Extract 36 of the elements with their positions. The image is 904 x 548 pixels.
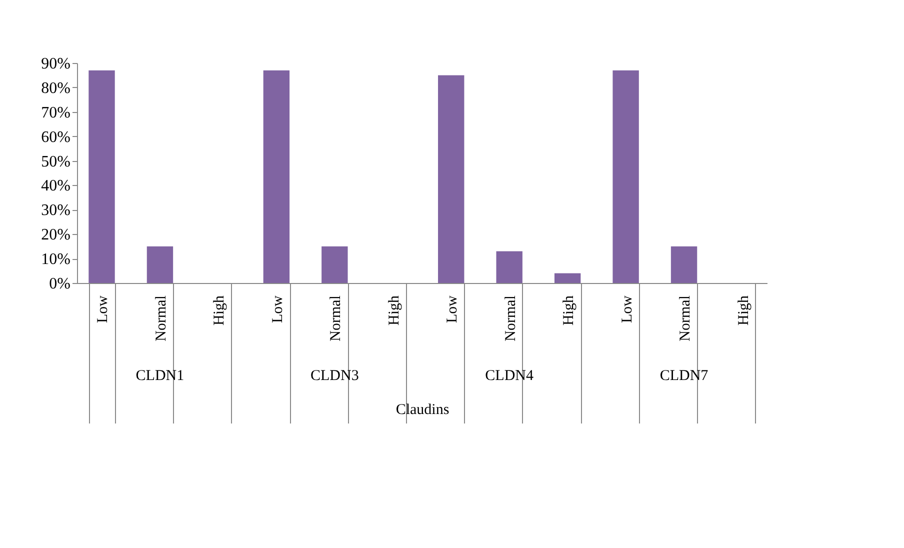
bar xyxy=(88,70,115,283)
bar xyxy=(496,251,522,283)
x-tick-label: Low xyxy=(270,295,286,323)
y-tick-label: 70% xyxy=(41,104,70,122)
y-tick-label: 80% xyxy=(41,80,70,97)
y-tick-label: 40% xyxy=(41,178,70,195)
x-tick-label: Normal xyxy=(678,296,694,342)
x-axis-title: Claudins xyxy=(396,402,450,418)
bar xyxy=(670,246,698,283)
x-tick-label: High xyxy=(561,295,578,326)
x-tick-label: High xyxy=(386,295,402,326)
x-tick-label: Normal xyxy=(328,296,344,342)
x-tick-label: Normal xyxy=(502,296,519,342)
text: CLDN1 xyxy=(136,368,184,384)
x-tick-label: Low xyxy=(95,295,112,323)
x-tick-label: High xyxy=(736,295,752,326)
bar xyxy=(438,75,464,283)
text: CLDN3 xyxy=(310,368,359,384)
y-tick-label: 60% xyxy=(41,128,70,146)
y-tick-label: 10% xyxy=(41,251,70,268)
y-tick-label: 50% xyxy=(41,153,70,170)
bar xyxy=(146,246,174,283)
y-tick-label: 90% xyxy=(41,56,70,72)
text: CLDN4 xyxy=(485,368,534,384)
x-tick-label: Normal xyxy=(153,296,170,342)
y-tick-label: 20% xyxy=(41,226,70,244)
y-tick-label: 0% xyxy=(49,276,70,292)
x-tick-label: Low xyxy=(619,295,636,323)
bar xyxy=(263,70,290,283)
bar xyxy=(554,273,581,283)
y-tick-label: 30% xyxy=(41,202,70,220)
x-tick-label: High xyxy=(212,295,228,326)
bar xyxy=(322,246,348,283)
text: CLDN7 xyxy=(660,368,709,384)
x-tick-label: Low xyxy=(444,295,461,323)
bar xyxy=(612,70,639,283)
